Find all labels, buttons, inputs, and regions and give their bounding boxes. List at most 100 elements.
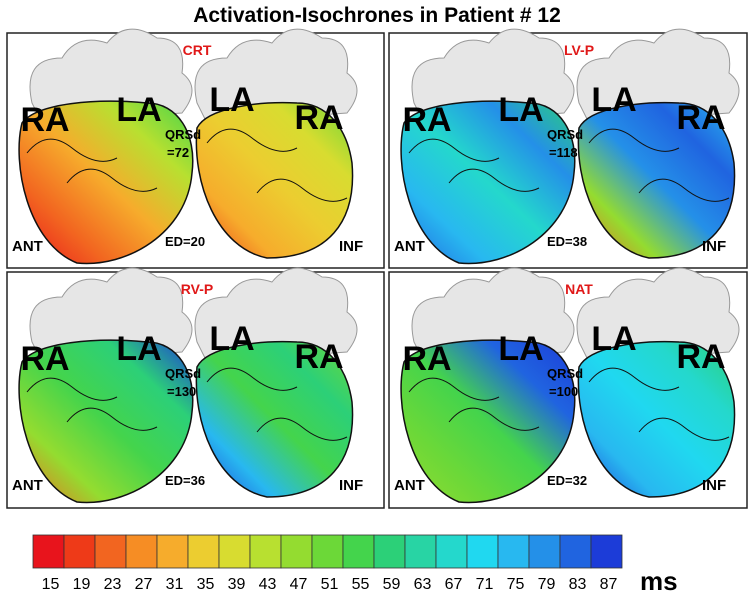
panel: RA LA LA RA NAT QRSd =100 ED=32 ANT INF: [388, 267, 748, 509]
qrsd-label: QRSd: [547, 127, 583, 142]
atrium: [194, 28, 358, 124]
atrium-label: LA: [498, 330, 543, 368]
isochrone: [448, 407, 540, 431]
ed-value: ED=38: [547, 234, 587, 249]
view-label: INF: [702, 477, 726, 494]
atrium-label: LA: [209, 81, 254, 119]
panel: RA LA LA RA LV-P QRSd =118 ED=38 ANT INF: [388, 28, 748, 269]
atrium-label: RA: [20, 101, 69, 139]
panel: RA LA LA RA CRT QRSd =72 ED=20 ANT INF: [6, 28, 385, 269]
qrsd-label: QRSd: [165, 366, 201, 381]
figure-title: Activation-Isochrones in Patient # 12: [193, 4, 561, 27]
isochrone: [26, 377, 118, 401]
colorbar-segment: [404, 534, 437, 569]
colorbar-tick-label: 71: [476, 576, 494, 593]
colorbar-tick-label: 55: [352, 576, 370, 593]
colorbar-tick-label: 51: [321, 576, 339, 593]
atrium-label: LA: [591, 320, 636, 358]
colorbar-segment: [435, 534, 468, 569]
atrium-label: RA: [294, 99, 343, 137]
ed-value: ED=36: [165, 473, 205, 488]
panel-frame: [6, 271, 385, 509]
colorbar-segment: [94, 534, 127, 569]
colorbar-unit: ms: [640, 566, 678, 596]
qrsd-value: =130: [167, 384, 196, 399]
isochrone: [638, 417, 730, 441]
isochrone: [206, 367, 298, 391]
colorbar-tick-label: 59: [383, 576, 401, 593]
colorbar-segment: [311, 534, 344, 569]
colorbar-segment: [497, 534, 530, 569]
colorbar-segment: [590, 534, 623, 569]
colorbar-tick-label: 27: [135, 576, 153, 593]
atrium-label: LA: [116, 91, 161, 129]
view-label: INF: [339, 238, 363, 255]
qrsd-value: =100: [549, 384, 578, 399]
isochrone: [448, 168, 540, 192]
atrium-label: RA: [402, 340, 451, 378]
isochrone: [256, 178, 348, 202]
colorbar-segment: [466, 534, 499, 569]
colorbar-segment: [156, 534, 189, 569]
colorbar-segment: [280, 534, 313, 569]
colorbar-tick-label: 87: [600, 576, 618, 593]
colorbar-tick-label: 43: [259, 576, 277, 593]
colorbar-tick-label: 63: [414, 576, 432, 593]
isochrone: [66, 407, 158, 431]
atrium: [29, 28, 193, 124]
atrium-label: RA: [676, 338, 725, 376]
colorbar-tick-label: 47: [290, 576, 308, 593]
panel-label: LV-P: [564, 42, 594, 58]
colorbar-tick-label: 35: [197, 576, 215, 593]
panel-frame: [388, 271, 748, 509]
atrium-label: RA: [676, 99, 725, 137]
qrsd-label: QRSd: [547, 366, 583, 381]
view-label: ANT: [12, 477, 43, 494]
isochrone: [408, 138, 500, 162]
panel-label: CRT: [183, 42, 212, 58]
colorbar-segment: [342, 534, 375, 569]
atrium-label: RA: [294, 338, 343, 376]
isochrone: [408, 377, 500, 401]
panel-label: NAT: [565, 281, 593, 297]
atrium: [411, 267, 575, 363]
isochrone: [588, 128, 680, 152]
ed-value: ED=20: [165, 234, 205, 249]
atrium-label: LA: [591, 81, 636, 119]
colorbar-tick-label: 15: [42, 576, 60, 593]
colorbar-segment: [249, 534, 282, 569]
panel-label: RV-P: [181, 281, 213, 297]
isochrone: [26, 138, 118, 162]
colorbar-tick-label: 19: [73, 576, 91, 593]
qrsd-value: =118: [549, 145, 578, 160]
colorbar-segment: [528, 534, 561, 569]
atrium-label: LA: [116, 330, 161, 368]
colorbar-tick-label: 23: [104, 576, 122, 593]
qrsd-value: =72: [167, 145, 189, 160]
atrium: [576, 267, 740, 363]
isochrone: [66, 168, 158, 192]
view-label: ANT: [394, 477, 425, 494]
view-label: INF: [702, 238, 726, 255]
colorbar-tick-label: 39: [228, 576, 246, 593]
colorbar-tick-label: 79: [538, 576, 556, 593]
atrium: [576, 28, 740, 124]
colorbar-tick-label: 31: [166, 576, 184, 593]
ed-value: ED=32: [547, 473, 587, 488]
panel-frame: [6, 32, 385, 269]
colorbar-segment: [187, 534, 220, 569]
colorbar-segment: [559, 534, 592, 569]
colorbar-tick-label: 67: [445, 576, 463, 593]
atrium: [194, 267, 358, 363]
isochrone: [206, 128, 298, 152]
colorbar-tick-label: 75: [507, 576, 525, 593]
colorbar-segment: [63, 534, 96, 569]
isochrone: [256, 417, 348, 441]
atrium: [29, 267, 193, 363]
colorbar-tick-label: 83: [569, 576, 587, 593]
atrium-label: RA: [20, 340, 69, 378]
panel: RA LA LA RA RV-P QRSd =130 ED=36 ANT INF: [6, 267, 385, 509]
colorbar-segment: [125, 534, 158, 569]
isochrone: [638, 178, 730, 202]
